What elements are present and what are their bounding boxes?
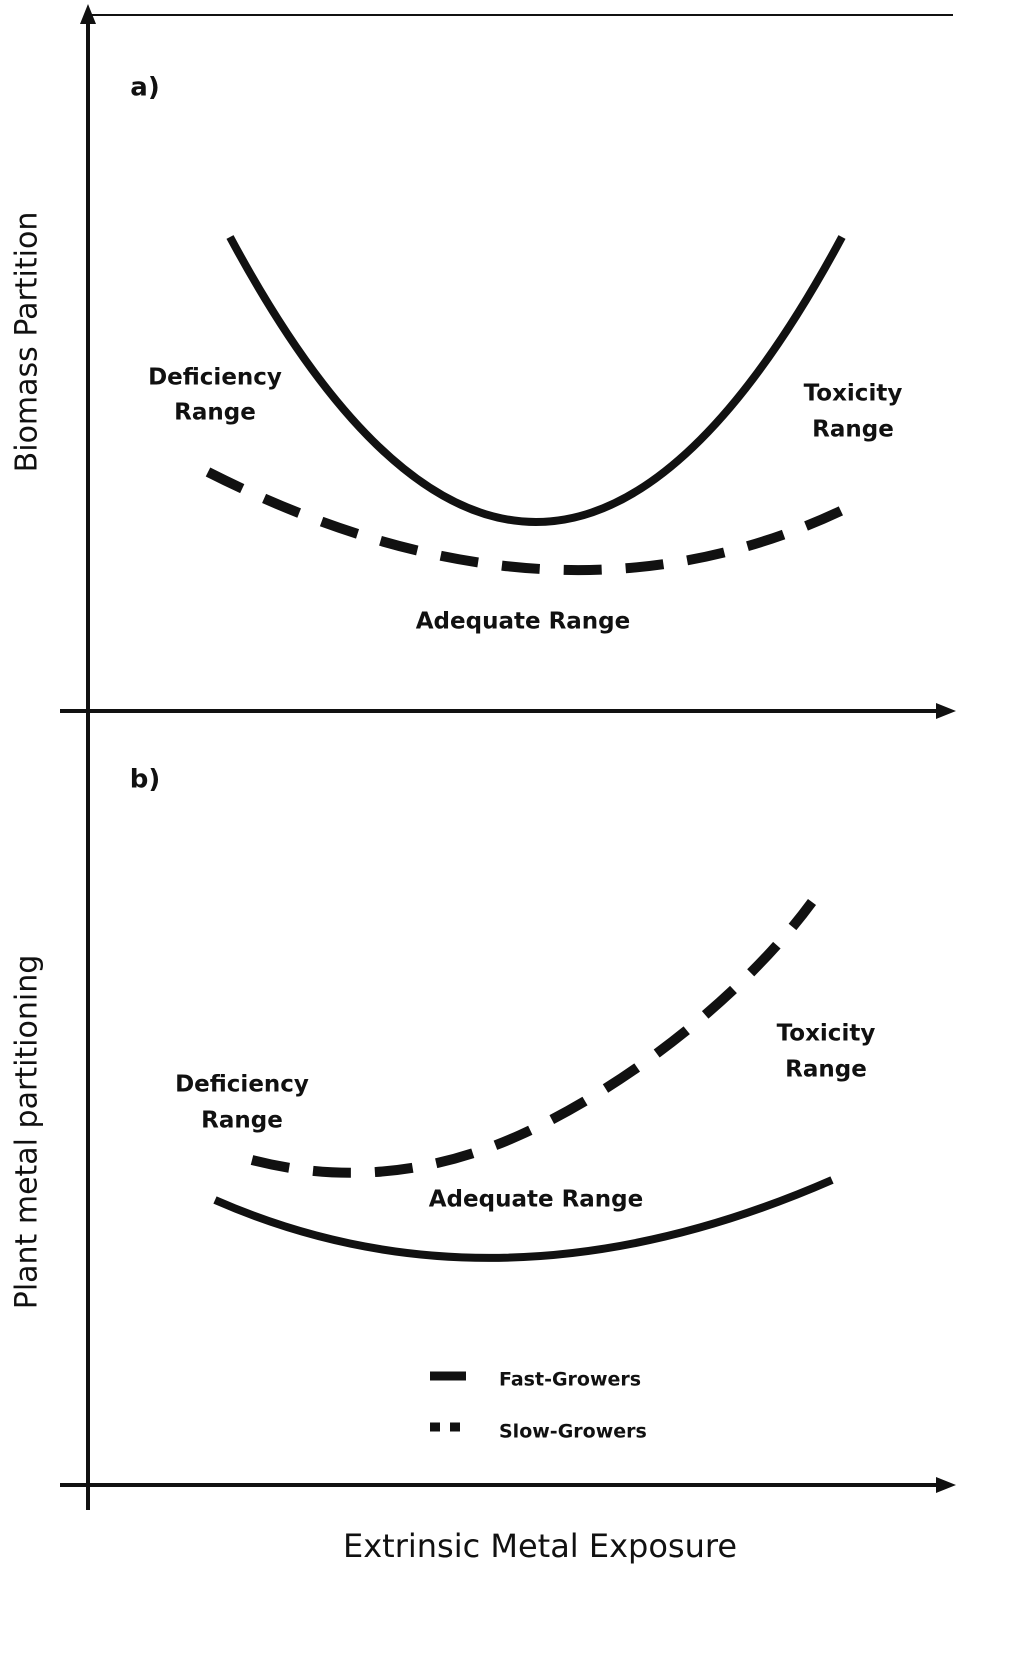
arrow xyxy=(80,4,96,24)
y-axis-label: Biomass Partition xyxy=(10,212,45,473)
slow-curve-b xyxy=(250,899,817,1178)
x-axis-label: Extrinsic Metal Exposure xyxy=(343,1527,737,1565)
toxicity-label: Range xyxy=(785,1057,867,1083)
adequate-label: Adequate Range xyxy=(416,609,631,635)
fast-curve-a xyxy=(226,235,846,526)
deficiency-label: Range xyxy=(174,400,256,426)
legend: Fast-Growers Slow-Growers xyxy=(430,1369,647,1443)
toxicity-label: Toxicity xyxy=(777,1021,876,1047)
fast-curve-b xyxy=(213,1176,834,1262)
legend-label: Slow-Growers xyxy=(499,1421,647,1443)
adequate-label: Adequate Range xyxy=(429,1187,644,1213)
deficiency-label: Deficiency xyxy=(148,365,282,391)
panel-label: b) xyxy=(130,765,161,795)
y-axis-label: Plant metal partitioning xyxy=(10,955,45,1310)
axes xyxy=(60,4,956,1510)
toxicity-label: Toxicity xyxy=(804,381,903,407)
deficiency-label: Range xyxy=(201,1108,283,1134)
deficiency-label: Deficiency xyxy=(175,1072,309,1098)
slow-curve-a xyxy=(205,467,856,576)
arrow xyxy=(936,703,956,719)
arrow xyxy=(936,1477,956,1493)
panel-label: a) xyxy=(130,73,159,103)
toxicity-label: Range xyxy=(812,417,894,443)
legend-label: Fast-Growers xyxy=(499,1369,641,1391)
